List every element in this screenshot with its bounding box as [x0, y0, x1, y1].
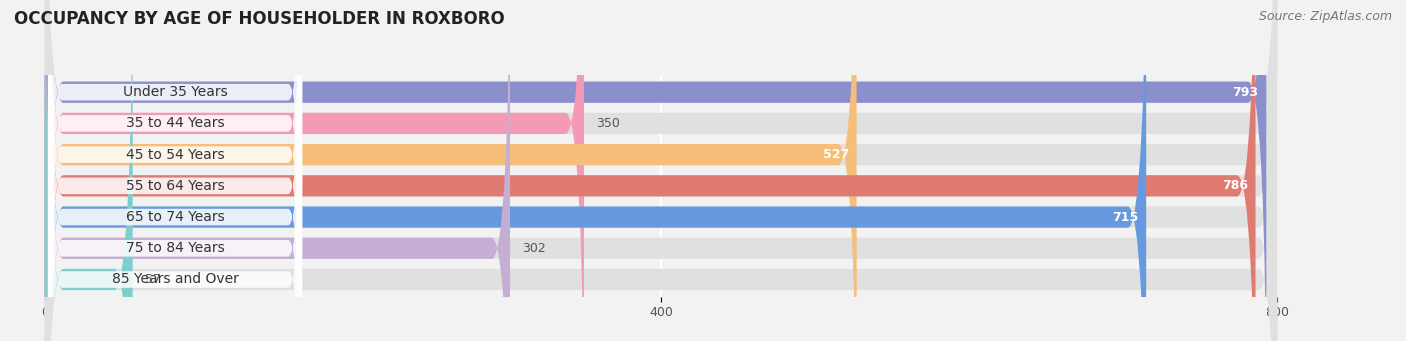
FancyBboxPatch shape	[45, 0, 583, 341]
Text: Under 35 Years: Under 35 Years	[122, 85, 228, 99]
FancyBboxPatch shape	[45, 0, 1277, 341]
Text: 350: 350	[596, 117, 620, 130]
FancyBboxPatch shape	[45, 0, 1256, 341]
FancyBboxPatch shape	[45, 0, 1277, 341]
Text: OCCUPANCY BY AGE OF HOUSEHOLDER IN ROXBORO: OCCUPANCY BY AGE OF HOUSEHOLDER IN ROXBO…	[14, 10, 505, 28]
Text: 527: 527	[823, 148, 849, 161]
FancyBboxPatch shape	[45, 0, 1277, 341]
FancyBboxPatch shape	[48, 7, 302, 341]
FancyBboxPatch shape	[45, 0, 1146, 341]
FancyBboxPatch shape	[45, 0, 1277, 341]
FancyBboxPatch shape	[45, 0, 1267, 341]
Text: 45 to 54 Years: 45 to 54 Years	[125, 148, 225, 162]
FancyBboxPatch shape	[45, 0, 132, 341]
FancyBboxPatch shape	[48, 0, 302, 341]
Text: Source: ZipAtlas.com: Source: ZipAtlas.com	[1258, 10, 1392, 23]
Text: 65 to 74 Years: 65 to 74 Years	[125, 210, 225, 224]
Text: 57: 57	[145, 273, 160, 286]
FancyBboxPatch shape	[45, 0, 1277, 341]
FancyBboxPatch shape	[48, 0, 302, 341]
Text: 786: 786	[1222, 179, 1249, 192]
FancyBboxPatch shape	[48, 0, 302, 341]
Text: 715: 715	[1112, 210, 1139, 224]
Text: 35 to 44 Years: 35 to 44 Years	[125, 116, 225, 130]
FancyBboxPatch shape	[48, 0, 302, 341]
Text: 302: 302	[523, 242, 546, 255]
Text: 85 Years and Over: 85 Years and Over	[111, 272, 239, 286]
FancyBboxPatch shape	[48, 0, 302, 341]
Text: 793: 793	[1233, 86, 1258, 99]
Text: 55 to 64 Years: 55 to 64 Years	[125, 179, 225, 193]
FancyBboxPatch shape	[45, 0, 856, 341]
Text: 75 to 84 Years: 75 to 84 Years	[125, 241, 225, 255]
FancyBboxPatch shape	[48, 0, 302, 341]
FancyBboxPatch shape	[45, 0, 1277, 341]
FancyBboxPatch shape	[45, 0, 1277, 341]
FancyBboxPatch shape	[45, 0, 510, 341]
